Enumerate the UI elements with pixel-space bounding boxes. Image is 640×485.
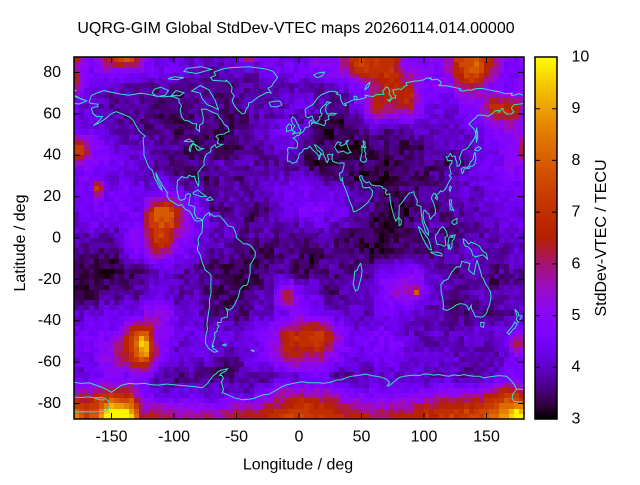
svg-text:60: 60 bbox=[43, 105, 61, 122]
svg-text:10: 10 bbox=[572, 48, 590, 65]
svg-text:0: 0 bbox=[52, 229, 61, 246]
svg-text:9: 9 bbox=[572, 100, 581, 117]
svg-text:5: 5 bbox=[572, 307, 581, 324]
svg-text:7: 7 bbox=[572, 204, 581, 221]
svg-text:4: 4 bbox=[572, 359, 581, 376]
svg-text:-50: -50 bbox=[225, 429, 248, 446]
svg-text:-20: -20 bbox=[38, 271, 61, 288]
svg-text:40: 40 bbox=[43, 147, 61, 164]
svg-text:-150: -150 bbox=[95, 429, 127, 446]
svg-text:50: 50 bbox=[353, 429, 371, 446]
svg-text:StdDev-VTEC / TECU: StdDev-VTEC / TECU bbox=[593, 159, 610, 316]
svg-text:150: 150 bbox=[473, 429, 500, 446]
svg-text:-80: -80 bbox=[38, 395, 61, 412]
svg-text:Longitude / deg: Longitude / deg bbox=[243, 457, 353, 474]
svg-text:Latitude / deg: Latitude / deg bbox=[12, 195, 29, 292]
svg-text:100: 100 bbox=[411, 429, 438, 446]
svg-text:-60: -60 bbox=[38, 354, 61, 371]
svg-text:0: 0 bbox=[295, 429, 304, 446]
svg-text:20: 20 bbox=[43, 188, 61, 205]
svg-text:-40: -40 bbox=[38, 312, 61, 329]
svg-text:-100: -100 bbox=[158, 429, 190, 446]
svg-text:80: 80 bbox=[43, 64, 61, 81]
svg-text:3: 3 bbox=[572, 410, 581, 427]
svg-text:6: 6 bbox=[572, 255, 581, 272]
svg-text:UQRG-GIM Global StdDev-VTEC ma: UQRG-GIM Global StdDev-VTEC maps 2026011… bbox=[77, 20, 514, 37]
svg-text:8: 8 bbox=[572, 152, 581, 169]
